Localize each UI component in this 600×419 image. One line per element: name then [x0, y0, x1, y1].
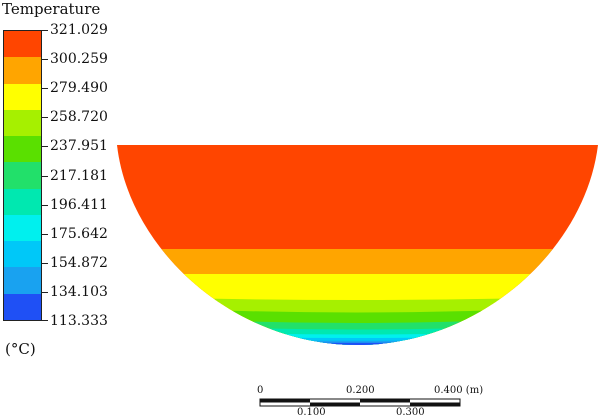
colorbar-tick-label: 258.720 [50, 109, 108, 126]
colorbar-swatch [4, 109, 41, 137]
scale-label-0200: 0.200 [346, 385, 375, 396]
colorbar-swatch [4, 31, 41, 58]
colorbar-tick-label: 300.259 [50, 51, 108, 68]
colorbar-tick [42, 146, 48, 148]
colorbar-tick [42, 291, 48, 293]
colorbar-tick [42, 320, 48, 321]
band-113 [117, 341, 598, 345]
scale-label-0300: 0.300 [396, 407, 425, 418]
scale-label-0100: 0.100 [297, 407, 326, 418]
unit-label: (°C) [5, 340, 36, 358]
colorbar-tick-label: 237.951 [50, 138, 108, 155]
colorbar-swatch [4, 162, 41, 189]
colorbar-tick [42, 233, 48, 235]
colorbar-tick-label: 154.872 [50, 254, 108, 271]
colorbar-tick [42, 88, 48, 90]
colorbar-tick-label: 196.411 [50, 196, 108, 213]
colorbar-swatch [4, 57, 41, 84]
colorbar-swatch [4, 83, 41, 110]
colorbar-tick-label: 321.029 [50, 22, 108, 38]
colorbar-tick-label: 113.333 [50, 313, 108, 329]
scale-label-0: 0 [257, 385, 264, 396]
band-134 [117, 338, 598, 345]
colorbar-tick-label: 217.181 [50, 167, 108, 184]
colorbar-swatch [4, 293, 41, 320]
legend-title: Temperature [2, 0, 101, 18]
colorbar-swatch [4, 241, 41, 268]
colorbar [3, 30, 42, 321]
colorbar-tick [42, 262, 48, 264]
colorbar-tick-label: 279.490 [50, 80, 108, 97]
colorbar-swatch [4, 214, 41, 242]
colorbar-swatch [4, 267, 41, 294]
colorbar-swatch [4, 136, 41, 163]
colorbar-tick [42, 175, 48, 177]
scale-label-0400: 0.400 (m) [434, 385, 484, 396]
colorbar-tick [42, 59, 48, 61]
colorbar-tick-label: 134.103 [50, 283, 108, 300]
colorbar-swatch [4, 188, 41, 215]
colorbar-tick [42, 30, 48, 31]
colorbar-tick [42, 204, 48, 206]
contour-bands [117, 145, 598, 345]
scale-bar [259, 398, 461, 407]
colorbar-tick [42, 117, 48, 119]
colorbar-tick-label: 175.642 [50, 225, 108, 242]
